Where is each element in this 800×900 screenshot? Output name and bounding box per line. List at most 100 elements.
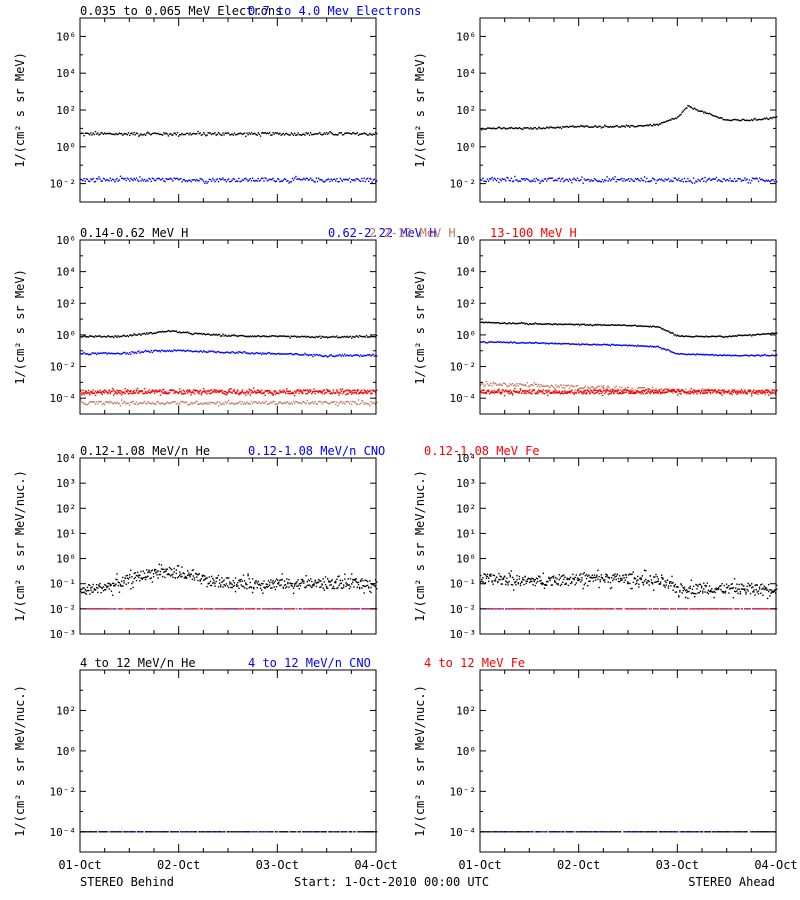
- data-point: [603, 385, 605, 387]
- data-point: [310, 177, 312, 179]
- data-point: [322, 587, 324, 589]
- data-point: [90, 178, 92, 180]
- data-point: [723, 354, 725, 356]
- data-point: [212, 132, 214, 135]
- data-point: [589, 126, 591, 128]
- data-point: [177, 331, 180, 334]
- data-point: [220, 403, 222, 405]
- data-point: [638, 386, 640, 389]
- data-point: [579, 125, 581, 128]
- data-point: [248, 587, 250, 589]
- data-point: [108, 402, 110, 404]
- data-point: [88, 402, 90, 405]
- data-point: [618, 386, 621, 388]
- data-point: [135, 579, 138, 582]
- data-point: [106, 608, 108, 610]
- data-point: [538, 575, 540, 577]
- y-tick-label: 10⁰: [456, 141, 476, 154]
- data-point: [92, 583, 94, 586]
- data-point: [662, 121, 664, 124]
- data-point: [91, 608, 93, 610]
- data-point: [190, 608, 192, 610]
- data-point: [597, 343, 599, 345]
- data-point: [290, 353, 292, 355]
- data-point: [551, 391, 554, 394]
- data-point: [159, 573, 162, 576]
- data-point: [303, 580, 305, 583]
- data-point: [258, 401, 261, 403]
- data-point: [340, 390, 343, 392]
- data-point: [650, 391, 653, 393]
- data-point: [683, 391, 686, 393]
- data-point: [149, 351, 151, 353]
- data-point: [503, 341, 506, 343]
- data-point: [640, 325, 642, 327]
- data-point: [535, 341, 538, 344]
- data-point: [176, 392, 179, 394]
- data-point: [758, 354, 761, 357]
- data-point: [548, 577, 550, 580]
- data-point: [506, 385, 508, 387]
- data-point: [482, 577, 484, 579]
- data-point: [596, 391, 598, 394]
- data-point: [206, 585, 208, 588]
- data-point: [371, 134, 373, 136]
- data-point: [613, 126, 615, 128]
- data-point: [712, 335, 714, 337]
- data-point: [259, 584, 262, 587]
- data-point: [98, 353, 100, 355]
- data-point: [298, 608, 300, 610]
- data-point: [702, 392, 704, 394]
- data-point: [275, 132, 278, 134]
- data-point: [521, 392, 523, 394]
- data-point: [331, 355, 333, 357]
- data-point: [127, 402, 130, 404]
- data-point: [719, 117, 721, 119]
- data-point: [206, 351, 208, 354]
- data-point: [82, 401, 84, 404]
- data-point: [139, 574, 141, 577]
- data-point: [269, 581, 271, 584]
- data-point: [203, 387, 205, 390]
- data-point: [562, 387, 564, 389]
- data-point: [577, 343, 580, 345]
- data-point: [138, 180, 140, 182]
- data-point: [116, 401, 118, 403]
- data-point: [283, 335, 286, 337]
- data-point: [360, 579, 362, 581]
- data-point: [510, 570, 513, 572]
- data-point: [166, 133, 168, 135]
- data-point: [556, 386, 558, 388]
- data-point: [541, 127, 543, 130]
- data-point: [175, 330, 177, 332]
- data-point: [728, 389, 730, 391]
- data-point: [151, 177, 154, 179]
- data-point: [231, 392, 233, 394]
- data-point: [639, 386, 641, 389]
- data-point: [607, 126, 609, 128]
- data-point: [499, 383, 501, 385]
- data-point: [97, 352, 99, 354]
- data-point: [771, 354, 773, 356]
- data-point: [316, 180, 319, 183]
- data-point: [140, 402, 142, 404]
- data-point: [249, 353, 251, 355]
- data-point: [554, 323, 556, 325]
- data-point: [648, 124, 650, 126]
- data-point: [85, 608, 87, 610]
- data-point: [269, 402, 271, 405]
- data-point: [248, 578, 250, 580]
- data-point: [601, 126, 604, 128]
- data-point: [157, 177, 159, 180]
- data-point: [201, 133, 204, 136]
- data-point: [717, 391, 720, 394]
- data-point: [756, 119, 758, 121]
- data-point: [751, 118, 753, 121]
- data-point: [633, 126, 636, 128]
- data-point: [169, 330, 172, 333]
- data-point: [323, 401, 325, 403]
- data-point: [494, 382, 497, 384]
- data-point: [314, 608, 316, 610]
- data-point: [263, 391, 265, 394]
- data-point: [162, 402, 164, 404]
